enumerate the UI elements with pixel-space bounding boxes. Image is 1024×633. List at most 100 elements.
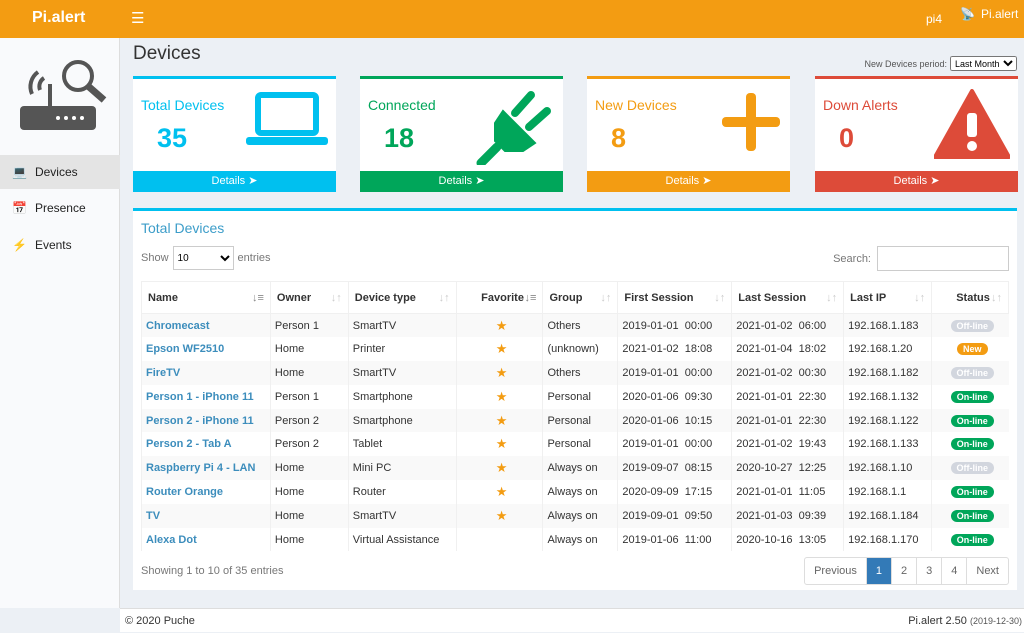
star-icon: ★ <box>495 412 508 428</box>
status-cell: On-line <box>931 408 1009 433</box>
column-header-last-session[interactable]: Last Session ↓↑ <box>731 281 845 314</box>
column-label: Owner <box>276 291 312 304</box>
sidebar-item-presence[interactable]: 📅 Presence <box>0 191 120 225</box>
table-row[interactable]: Epson WF2510 Home Printer ★ (unknown) 2021-01… <box>141 337 1009 362</box>
search-input[interactable] <box>877 246 1009 271</box>
top-header: Pi.alert ☰ pi4 📡 Pi.alert <box>0 0 1024 38</box>
user-menu[interactable]: 📡 Pi.alert <box>960 7 1018 21</box>
cell: Home <box>269 480 349 504</box>
star-icon: ★ <box>495 341 508 357</box>
details-link[interactable]: Details ➤ <box>815 171 1018 192</box>
sort-icon[interactable]: ↓↑ <box>438 291 450 304</box>
status-badge: On-line <box>950 509 994 522</box>
card-value: 0 <box>839 123 855 153</box>
sort-icon[interactable]: ↓↑ <box>600 291 612 304</box>
sort-icon[interactable]: ↓↑ <box>826 291 838 304</box>
calendar-icon: 📅 <box>12 201 27 215</box>
app-logo[interactable]: Pi.alert <box>32 9 86 26</box>
card-label: New Devices <box>595 97 677 113</box>
cell: 2020-10-27 12:25 <box>731 456 844 481</box>
table-row[interactable]: TV Home SmartTV ★ Always on 2019-09-01 09:50 2… <box>141 503 1009 528</box>
favorite-cell: ★ <box>455 384 543 409</box>
cell: Personal <box>542 432 618 457</box>
entries-select[interactable]: 10 <box>172 246 234 270</box>
card-down-alerts: Down Alerts 0 Details ➤ <box>815 76 1018 192</box>
table-row[interactable]: Alexa Dot Home Virtual Assistance Always on… <box>141 527 1009 552</box>
cell: Smartphone <box>347 408 457 433</box>
device-name-link[interactable]: Person 2 - Tab A <box>141 432 271 457</box>
page-button-3[interactable]: 3 <box>916 558 941 584</box>
laptop-icon <box>246 92 328 145</box>
status-cell: Off-line <box>931 313 1009 338</box>
table-row[interactable]: Person 1 - iPhone 11 Person 1 Smartphone ★ P… <box>141 384 1009 409</box>
page-button-4[interactable]: 4 <box>941 558 966 584</box>
column-header-status[interactable]: Status ↓↑ <box>931 281 1009 314</box>
status-badge: Off-line <box>950 366 995 379</box>
page-button-2[interactable]: 2 <box>891 558 916 584</box>
card-value: 35 <box>157 123 188 153</box>
device-name-link[interactable]: Router Orange <box>141 480 271 504</box>
sidebar-item-events[interactable]: ⚡ Events <box>0 228 120 262</box>
device-name-link[interactable]: Person 1 - iPhone 11 <box>141 384 271 409</box>
device-name-link[interactable]: TV <box>141 503 271 528</box>
cell: Always on <box>542 456 618 481</box>
column-header-device-type[interactable]: Device type ↓↑ <box>347 281 457 314</box>
sidebar-item-devices[interactable]: 💻 Devices <box>0 155 120 189</box>
table-row[interactable]: FireTV Home SmartTV ★ Others 2019-01-01 00:00… <box>141 361 1009 385</box>
column-header-owner[interactable]: Owner ↓↑ <box>269 281 349 314</box>
column-header-group[interactable]: Group ↓↑ <box>542 281 619 314</box>
device-name-link[interactable]: Person 2 - iPhone 11 <box>141 408 271 433</box>
card-label: Total Devices <box>141 97 225 113</box>
star-icon: ★ <box>495 460 508 476</box>
entries-control: Show 10 entries <box>141 246 271 270</box>
cell: Router <box>347 480 457 504</box>
page-button-1[interactable]: 1 <box>865 558 891 584</box>
favorite-cell: ★ <box>455 408 543 433</box>
card-connected: Connected 18 Details ➤ <box>360 76 563 192</box>
table-info: Showing 1 to 10 of 35 entries <box>141 565 284 577</box>
table-row[interactable]: Person 2 - iPhone 11 Person 2 Smartphone ★ P… <box>141 408 1009 433</box>
details-link[interactable]: Details ➤ <box>587 171 790 192</box>
table-title: Total Devices <box>141 220 225 236</box>
card-label: Down Alerts <box>823 97 898 113</box>
sort-icon[interactable]: ↓↑ <box>914 291 926 304</box>
star-icon: ★ <box>495 507 508 523</box>
show-label: Show <box>141 252 169 264</box>
cell: 192.168.1.122 <box>843 408 932 433</box>
sort-icon[interactable]: ↓↑ <box>714 291 726 304</box>
table-row[interactable]: Chromecast Person 1 SmartTV ★ Others 2019-01-… <box>141 313 1009 338</box>
column-label: Device type <box>354 291 416 304</box>
device-name-link[interactable]: Epson WF2510 <box>141 337 271 362</box>
cell: 192.168.1.132 <box>843 384 932 409</box>
cell: 192.168.1.20 <box>843 337 932 362</box>
page-button-next[interactable]: Next <box>966 558 1008 584</box>
device-name-link[interactable]: FireTV <box>141 361 271 385</box>
star-icon: ★ <box>495 388 508 404</box>
column-header-last-ip[interactable]: Last IP ↓↑ <box>843 281 933 314</box>
status-badge: Off-line <box>950 462 995 475</box>
pagination: Previous 1 2 3 4 Next <box>804 557 1009 585</box>
page-button-previous[interactable]: Previous <box>814 565 857 577</box>
table-row[interactable]: Person 2 - Tab A Person 2 Tablet ★ Personal 2… <box>141 432 1009 457</box>
details-link[interactable]: Details ➤ <box>360 171 563 192</box>
card-value: 8 <box>611 123 627 153</box>
sort-icon[interactable]: ↓≡ <box>524 291 537 304</box>
details-link[interactable]: Details ➤ <box>133 171 336 192</box>
column-header-first-session[interactable]: First Session ↓↑ <box>617 281 733 314</box>
cell: 192.168.1.182 <box>843 361 932 385</box>
sort-icon[interactable]: ↓≡ <box>252 291 264 304</box>
hamburger-icon[interactable]: ☰ <box>131 10 145 27</box>
period-select[interactable]: Last Month <box>950 56 1017 71</box>
cell: Others <box>542 313 618 338</box>
table-row[interactable]: Router Orange Home Router ★ Always on 2020-09… <box>141 480 1009 504</box>
device-name-link[interactable]: Chromecast <box>141 313 271 338</box>
column-header-name[interactable]: Name ↓≡ <box>141 281 271 314</box>
column-header-favorite[interactable]: Favorite ↓≡ <box>455 281 544 314</box>
sort-icon[interactable]: ↓↑ <box>991 291 1002 304</box>
table-row[interactable]: Raspberry Pi 4 - LAN Home Mini PC ★ Always o… <box>141 456 1009 481</box>
device-name-link[interactable]: Alexa Dot <box>141 527 271 552</box>
sort-icon[interactable]: ↓↑ <box>330 291 342 304</box>
search-control: Search: <box>833 246 1009 271</box>
cell: Smartphone <box>347 384 457 409</box>
device-name-link[interactable]: Raspberry Pi 4 - LAN <box>141 456 271 481</box>
